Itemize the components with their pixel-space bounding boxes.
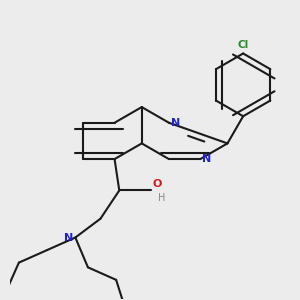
Text: N: N xyxy=(202,154,211,164)
Text: H: H xyxy=(158,193,165,203)
Text: O: O xyxy=(152,179,162,190)
Text: Cl: Cl xyxy=(238,40,249,50)
Text: N: N xyxy=(64,232,73,242)
Text: N: N xyxy=(171,118,180,128)
